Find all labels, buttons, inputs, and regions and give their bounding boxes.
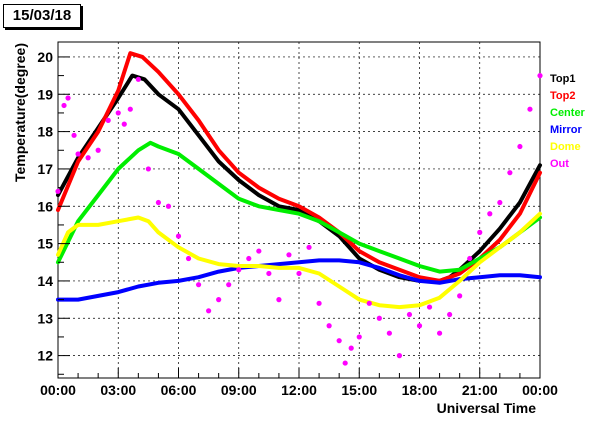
y-axis-label: Temperature(degree) (12, 43, 28, 182)
point-out (155, 199, 162, 206)
x-tick-label: 00:00 (522, 382, 558, 398)
y-tick-label: 14 (37, 273, 53, 289)
x-tick-label: 15:00 (341, 382, 377, 398)
point-out (71, 132, 77, 138)
point-out (436, 330, 443, 336)
x-axis-label: Universal Time (437, 400, 537, 416)
point-out (477, 229, 483, 235)
y-tick-label: 20 (37, 49, 53, 65)
legend-entry-mirror: Mirror (550, 124, 583, 136)
point-out (286, 252, 292, 258)
point-out (115, 110, 121, 116)
point-out (457, 293, 463, 299)
point-out (266, 270, 272, 277)
y-tick-label: 17 (37, 161, 53, 177)
point-out (226, 282, 232, 288)
line-top2 (56, 51, 542, 283)
line-dome (56, 211, 542, 310)
point-out (447, 311, 453, 318)
point-out (185, 255, 192, 262)
y-tick-label: 15 (37, 236, 53, 252)
point-out (336, 338, 342, 344)
point-out (386, 330, 392, 336)
legend-entry-dome: Dome (550, 141, 581, 153)
point-out (85, 155, 91, 161)
x-tick-label: 06:00 (161, 382, 197, 398)
point-out (426, 304, 433, 310)
x-tick-label: 03:00 (100, 382, 136, 398)
point-out (306, 244, 312, 250)
point-out (165, 203, 172, 209)
point-out (216, 297, 222, 303)
series-out (55, 73, 543, 366)
point-out (75, 151, 81, 157)
point-out (206, 308, 212, 314)
point-out (366, 300, 372, 306)
y-tick-label: 12 (37, 348, 53, 364)
point-out (406, 311, 413, 318)
line-center (56, 140, 542, 274)
point-out (61, 102, 67, 109)
point-out (276, 297, 282, 303)
y-tick-label: 16 (37, 198, 53, 214)
point-out (507, 170, 513, 176)
point-out (537, 73, 543, 79)
point-out (127, 106, 133, 112)
y-tick-label: 18 (37, 124, 53, 140)
series-group (55, 51, 543, 366)
y-tick-label: 19 (37, 86, 53, 102)
point-out (195, 282, 202, 288)
axes: 00:00 03:00 06:00 09:00 12:00 15:00 18:00 21:00… (37, 49, 558, 398)
point-out (135, 76, 141, 82)
x-tick-label: 21:00 (462, 382, 498, 398)
point-out (527, 106, 533, 112)
point-out (55, 188, 61, 194)
point-out (105, 117, 111, 123)
point-out (95, 147, 101, 153)
point-out (236, 267, 242, 273)
line-top1 (56, 73, 542, 283)
point-out (487, 211, 493, 217)
point-out (416, 323, 423, 329)
point-out (342, 360, 348, 366)
point-out (356, 334, 362, 340)
point-out (517, 143, 523, 150)
point-out (65, 95, 71, 101)
point-out (175, 233, 182, 239)
point-out (316, 300, 322, 306)
legend-entry-top1: Top1 (550, 73, 575, 85)
legend-entry-center: Center (550, 107, 586, 119)
legend: Top1 Top2 Center Mirror Dome Out (550, 73, 586, 170)
point-out (246, 255, 252, 262)
point-out (497, 199, 503, 206)
point-out (467, 255, 473, 262)
x-tick-label: 09:00 (221, 382, 257, 398)
x-tick-label: 00:00 (40, 382, 76, 398)
point-out (326, 323, 332, 329)
legend-entry-top2: Top2 (550, 90, 575, 102)
point-out (145, 166, 151, 172)
y-tick-label: 13 (37, 310, 53, 326)
x-tick-label: 12:00 (281, 382, 317, 398)
chart-title: 15/03/18 (3, 4, 81, 28)
point-out (296, 270, 302, 277)
point-out (256, 248, 262, 254)
point-out (376, 315, 382, 321)
point-out (348, 345, 354, 351)
point-out (396, 353, 403, 359)
point-out (121, 121, 127, 127)
x-tick-label: 18:00 (402, 382, 438, 398)
legend-entry-out: Out (550, 158, 569, 170)
